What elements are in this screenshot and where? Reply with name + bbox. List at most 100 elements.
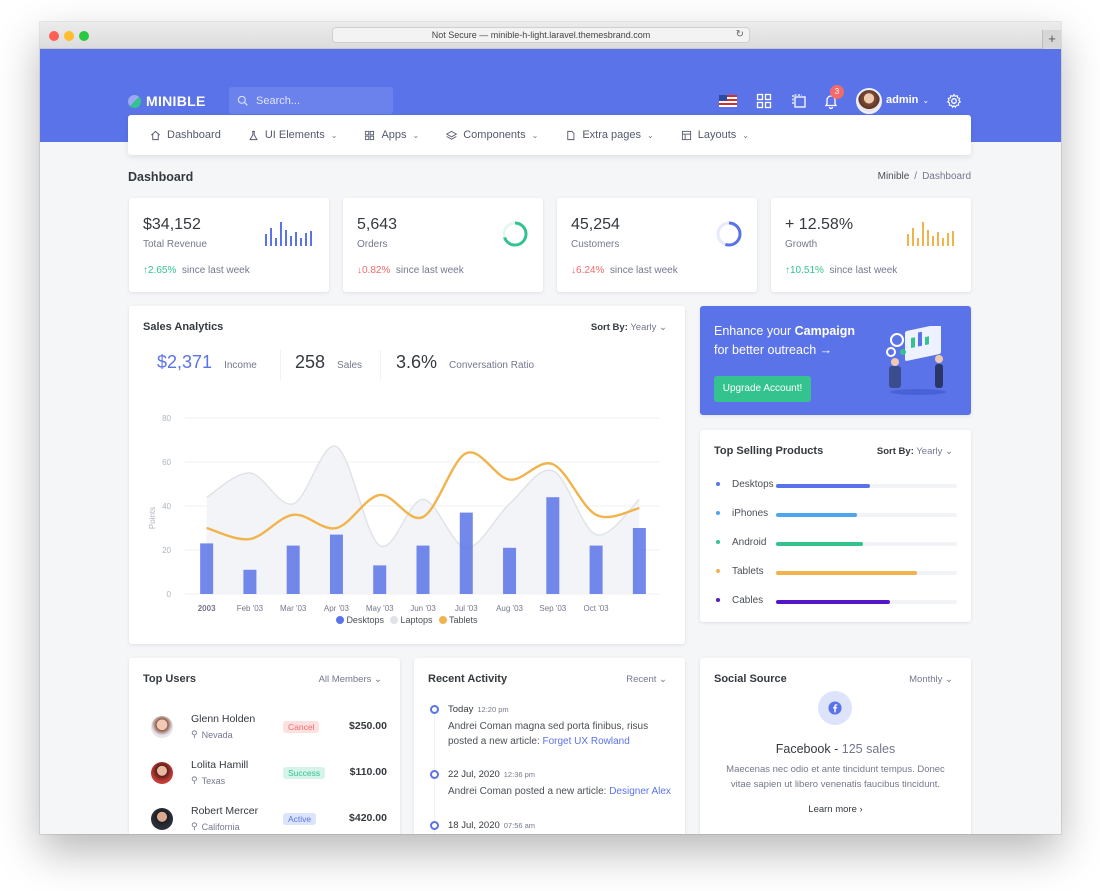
stat-label: Customers [571,239,620,250]
product-row: Cables [716,593,957,609]
user-avatar[interactable] [856,88,882,114]
activity-text: Andrei Coman magna sed porta finibus, ri… [448,719,678,749]
search-input[interactable]: Search... [229,87,393,114]
language-flag-icon[interactable] [719,95,737,107]
nav-ui-elements[interactable]: UI Elements ⌄ [248,129,337,141]
members-dropdown[interactable]: All Members ⌄ [318,674,382,685]
nav-dashboard[interactable]: Dashboard [150,129,221,141]
kpi-value: 3.6% [396,352,438,372]
progress-fill [776,513,858,517]
upgrade-account-button[interactable]: Upgrade Account! [714,376,811,402]
legend-item[interactable]: Laptops [390,615,433,625]
user-row[interactable]: Robert Mercer ⚲ California Active $420.00 [143,804,387,834]
social-title: Facebook - 125 sales [775,742,896,756]
kpi-label: Sales [337,360,363,371]
legend-item[interactable]: Desktops [336,615,384,625]
stat-change-value: 10.51% [790,265,824,276]
article-link[interactable]: Forget UX Rowland [542,736,630,747]
user-name: Lolita Hamill [191,759,249,771]
desktops-bar [286,545,300,594]
layers-icon [446,130,458,140]
timeline-dot [430,770,439,779]
browser-window: Not Secure — minible-h-light.laravel.the… [40,22,1061,834]
legend-label: Laptops [400,615,433,625]
apps-grid-icon[interactable] [756,93,772,109]
desktops-bar [416,545,430,594]
progress-fill [776,542,863,546]
stat-change: ↓0.82% since last week [357,265,464,276]
nav-components[interactable]: Components ⌄ [446,129,538,141]
product-name: Android [732,537,767,548]
timeline-dot [430,821,439,830]
chevron-down-icon: ⌄ [742,130,749,140]
tablets-line [206,451,640,541]
brand-logo[interactable]: MINIBLE [128,93,206,109]
brand-name: MINIBLE [146,93,206,109]
upgrade-promo-card: Enhance your Campaign for better outreac… [700,306,971,415]
sort-label: Sort By: [590,322,628,333]
article-link[interactable]: Designer Alex [609,786,671,797]
home-icon [151,130,160,140]
stat-card-revenue: $34,152 Total Revenue ↑2.65% since last … [129,198,329,292]
nav-apps[interactable]: Apps ⌄ [364,129,419,141]
desktops-bar [589,545,603,594]
kpi-value: 258 [295,352,326,372]
top-navigation: Dashboard UI Elements ⌄ Apps ⌄ Component… [128,115,971,155]
nav-dashboard-label: Dashboard [167,129,221,141]
recent-dropdown[interactable]: Recent ⌄ [626,674,667,685]
x-tick-label: Jun '03 [410,604,436,613]
divider [280,350,281,380]
x-tick-label: May '03 [366,604,394,613]
kpi-sales: 258 Sales [295,352,362,373]
fullscreen-icon[interactable] [791,93,807,109]
monthly-dropdown[interactable]: Monthly ⌄ [909,674,953,685]
arrow-down-icon: ↓ [357,265,362,276]
user-name: admin [886,94,919,106]
learn-more-link[interactable]: Learn more › [808,804,863,815]
user-row[interactable]: Glenn Holden ⚲ Nevada Cancel $250.00 [143,712,387,748]
date-text: 18 Jul, 2020 [448,820,500,831]
flask-icon [249,130,258,140]
desktops-bar [373,565,387,594]
stat-change: ↓6.24% since last week [571,265,678,276]
nav-components-label: Components [463,129,526,141]
x-tick-label: Mar '03 [280,604,307,613]
laptops-area [206,446,640,594]
nav-layouts[interactable]: Layouts ⌄ [681,129,749,141]
social-source-card: Social Source Monthly ⌄ Facebook - 125 s… [700,658,971,834]
kpi-label: Income [224,360,257,371]
breadcrumb-root[interactable]: Minible [877,171,910,182]
address-bar[interactable]: Not Secure — minible-h-light.laravel.the… [332,27,750,43]
maximize-window-button[interactable] [79,31,89,41]
x-tick-label: Aug '03 [496,604,523,613]
top-users-card: Top Users All Members ⌄ Glenn Holden ⚲ Ne… [129,658,400,834]
minimize-window-button[interactable] [64,31,74,41]
product-row: Desktops [716,477,957,493]
time-text: 07:56 am [503,821,536,830]
stat-change-suffix: since last week [829,265,898,276]
product-name: Tablets [732,566,764,577]
reload-icon[interactable]: ↻ [735,29,744,40]
user-row[interactable]: Lolita Hamill ⚲ Texas Success $110.00 [143,758,387,794]
legend-item[interactable]: Tablets [439,615,478,625]
card-title: Recent Activity [428,673,508,685]
chevron-down-icon: ⌄ [412,130,420,140]
address-text: Not Secure — minible-h-light.laravel.the… [431,30,651,40]
legend-label: Tablets [449,615,478,625]
stat-card-customers: 45,254 Customers ↓6.24% since last week [557,198,757,292]
stat-label: Orders [357,239,388,250]
filter-value: All Members [318,674,372,685]
user-avatar [151,762,173,784]
new-tab-button[interactable]: + [1042,30,1061,49]
close-window-button[interactable] [49,31,59,41]
product-progress [776,600,957,604]
sort-dropdown[interactable]: Sort By: Yearly ⌄ [876,446,953,457]
user-avatar [151,808,173,830]
nav-extra-pages[interactable]: Extra pages ⌄ [565,129,654,141]
gear-icon[interactable] [946,93,962,109]
nav-extra-pages-label: Extra pages [582,129,642,141]
network-sales: 125 sales [841,742,896,756]
sort-dropdown[interactable]: Sort By: Yearly ⌄ [590,322,667,333]
user-name: Robert Mercer [191,805,259,817]
user-menu[interactable]: admin ⌄ [886,94,929,106]
